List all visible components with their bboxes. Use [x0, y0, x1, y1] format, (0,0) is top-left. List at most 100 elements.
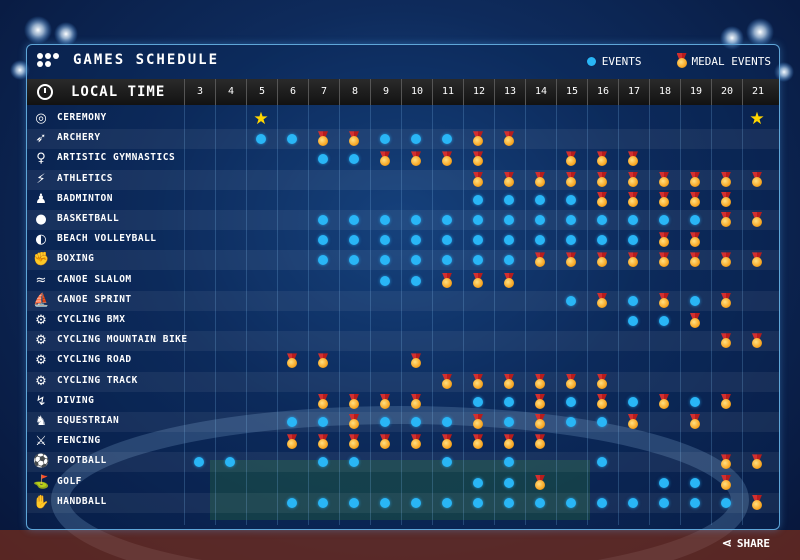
- medal-event: [525, 372, 555, 392]
- event-dot-icon: [411, 497, 421, 508]
- event-dot-icon: [380, 235, 390, 246]
- sport-name: EQUESTRIAN: [57, 415, 120, 426]
- event-dot: [587, 230, 617, 250]
- medal-event: [556, 149, 586, 169]
- event-dot-icon: [721, 497, 731, 508]
- track-bike-icon: ⚙: [35, 373, 47, 389]
- event-dot: [525, 230, 555, 250]
- column-divider: [525, 105, 526, 525]
- event-dot: [711, 493, 741, 513]
- sport-row: ◎ CEREMONY ★ ★: [27, 109, 779, 129]
- sport-row: ♀ ARTISTIC GYMNASTICS: [27, 149, 779, 169]
- medal-event: [711, 473, 741, 493]
- football-field: [210, 460, 590, 520]
- ceremony-star: ★: [742, 109, 772, 129]
- sport-row: ➶ ARCHERY: [27, 129, 779, 150]
- medal-event: [618, 190, 648, 210]
- day-header-18: 18: [649, 79, 680, 105]
- medal-event: [649, 291, 679, 311]
- event-dot: [463, 392, 493, 412]
- event-dot: [277, 412, 307, 432]
- schedule-panel: GAMES SCHEDULE EVENTS MEDAL EVENTS LOCAL…: [26, 44, 780, 530]
- event-dot: [525, 190, 555, 210]
- event-dot-icon: [473, 396, 483, 407]
- day-header-7: 7: [308, 79, 339, 105]
- medal-event: [432, 271, 462, 291]
- column-divider: [556, 105, 557, 525]
- medal-event: [587, 250, 617, 270]
- medal-icon: [348, 434, 360, 450]
- event-dot: [370, 129, 400, 149]
- event-dot-icon: [535, 497, 545, 508]
- medal-event: [587, 291, 617, 311]
- sport-name: BEACH VOLLEYBALL: [57, 233, 157, 245]
- event-dot: [680, 210, 710, 230]
- event-dot-icon: [442, 497, 452, 508]
- local-time-label: LOCAL TIME: [71, 84, 166, 100]
- event-dot: [494, 210, 524, 230]
- event-dot: [618, 392, 648, 412]
- medal-icon: [534, 434, 546, 450]
- event-dot-icon: [504, 255, 514, 266]
- column-divider: [215, 105, 216, 525]
- sport-name: FENCING: [57, 435, 101, 447]
- medal-icon: [596, 373, 608, 390]
- medal-event: [680, 311, 710, 331]
- bmx-icon: ⚙: [35, 313, 47, 328]
- event-dot-icon: [411, 417, 421, 427]
- day-header-21: 21: [742, 79, 773, 105]
- road-bike-icon: ⚙: [35, 353, 47, 369]
- event-dot-icon: [411, 134, 421, 145]
- medal-event: [525, 432, 555, 452]
- event-dot-icon: [659, 316, 669, 326]
- medal-icon: [472, 171, 484, 188]
- ceremony-star: ★: [246, 109, 276, 129]
- horse-icon: ♞: [35, 414, 47, 429]
- medal-event: [463, 271, 493, 291]
- medal-icon: [348, 414, 360, 430]
- sport-name: CYCLING TRACK: [57, 374, 138, 386]
- event-dot: [370, 250, 400, 270]
- event-dot: [618, 230, 648, 250]
- medal-event: [494, 170, 524, 190]
- event-dot-icon: [380, 497, 390, 508]
- event-dot-icon: [287, 497, 297, 508]
- event-dot-icon: [504, 235, 514, 246]
- medal-event: [711, 331, 741, 351]
- event-dot: [432, 493, 462, 513]
- sport-name: CYCLING MOUNTAIN BIKE: [57, 334, 188, 346]
- medal-icon: [689, 232, 701, 248]
- medal-event: [308, 351, 338, 371]
- medal-event: [494, 271, 524, 291]
- medal-icon: [720, 474, 732, 491]
- event-dot-icon: [225, 457, 235, 468]
- sport-row: ⚽ FOOTBALL: [27, 452, 779, 473]
- medal-icon: [565, 252, 577, 268]
- medal-icon: [379, 393, 391, 410]
- column-divider: [339, 105, 340, 525]
- event-dot: [680, 291, 710, 311]
- medal-event: [649, 190, 679, 210]
- share-button[interactable]: ⋖ SHARE: [722, 536, 770, 550]
- medal-event: [463, 432, 493, 452]
- event-dot-icon: [504, 477, 514, 488]
- event-dot-icon: [442, 235, 452, 246]
- sport-name: ATHLETICS: [57, 172, 113, 184]
- medal-icon: [441, 151, 453, 167]
- medal-icon: [751, 171, 763, 188]
- event-dot: [618, 210, 648, 230]
- medal-icon: [720, 292, 732, 309]
- day-header-17: 17: [618, 79, 649, 105]
- medal-icon: [472, 373, 484, 390]
- event-dot-icon: [318, 255, 328, 266]
- medal-icon: [627, 151, 639, 167]
- medal-event: [618, 250, 648, 270]
- medal-event: [587, 190, 617, 210]
- medal-event: [680, 170, 710, 190]
- medal-event: [680, 190, 710, 210]
- event-dot: [494, 412, 524, 432]
- event-dot: [432, 452, 462, 472]
- event-dot: [618, 291, 648, 311]
- event-dot-icon: [349, 154, 359, 165]
